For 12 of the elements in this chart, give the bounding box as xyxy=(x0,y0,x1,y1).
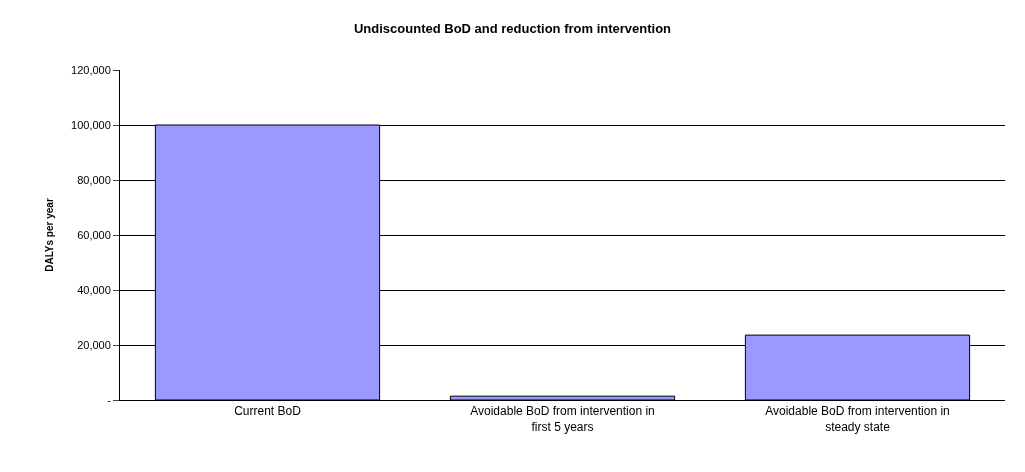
x-tick-label: Avoidable BoD from intervention in first 5 years xyxy=(470,404,655,434)
y-tick-label: 60,000 xyxy=(77,228,111,241)
y-axis-title: DALYs per year xyxy=(44,198,56,272)
x-tick-label: Current BoD xyxy=(234,404,302,419)
y-tick-label: 100,000 xyxy=(71,118,111,131)
y-tick-label: 120,000 xyxy=(71,63,111,76)
y-tick-label: 20,000 xyxy=(77,338,111,351)
y-tick-label: 80,000 xyxy=(77,173,111,186)
x-tick-label: Avoidable BoD from intervention in steady state xyxy=(765,404,950,434)
chart-title: Undiscounted BoD and reduction from intervention xyxy=(353,20,672,36)
y-tick-label: - xyxy=(107,393,112,406)
y-tick-label: 40,000 xyxy=(77,283,111,296)
